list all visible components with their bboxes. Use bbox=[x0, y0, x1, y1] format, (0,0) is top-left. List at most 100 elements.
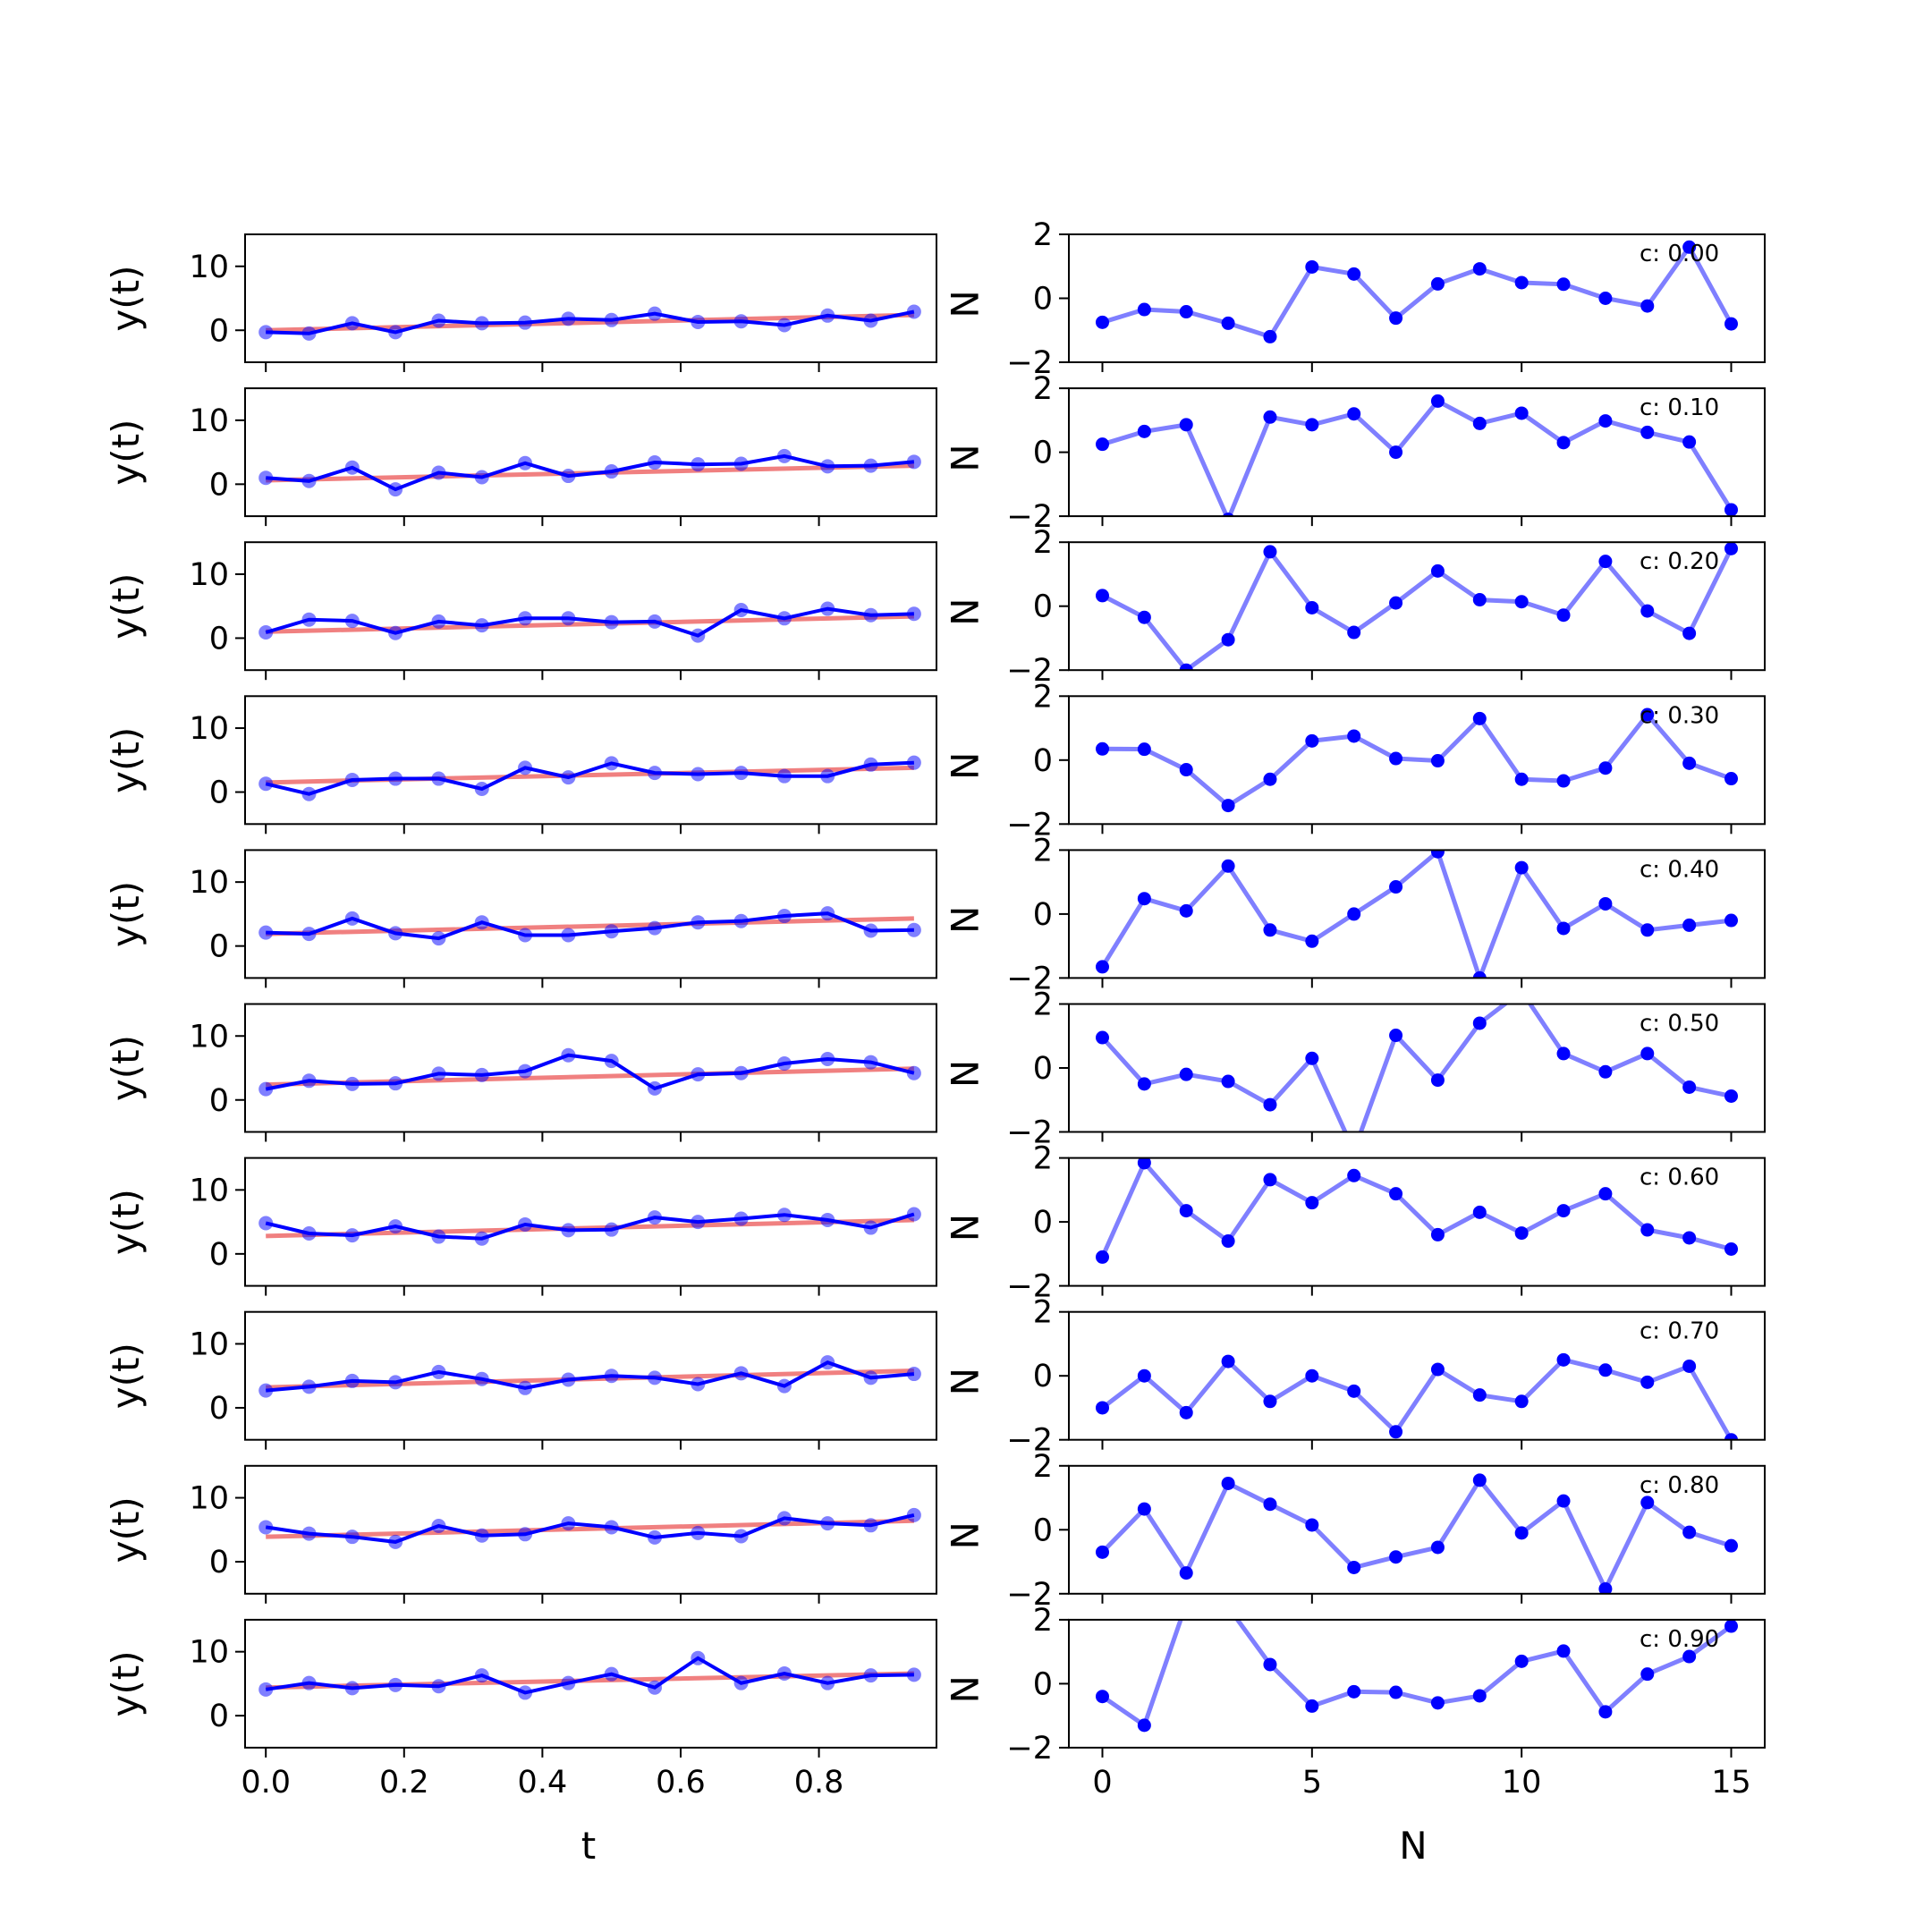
residual-point bbox=[1221, 799, 1235, 813]
residual-point bbox=[1221, 316, 1235, 330]
left-panel-9: 0 10 0.0 0.2 0.4 0.6 0.8 y(t) N bbox=[104, 1618, 986, 1801]
panel-annotation: c: 0.30 bbox=[1640, 702, 1719, 729]
left-panel-3: 0 10 y(t) N bbox=[104, 695, 986, 835]
residual-point bbox=[1556, 1644, 1571, 1658]
residual-point bbox=[1222, 1600, 1235, 1614]
residual-point bbox=[1430, 276, 1445, 291]
right-frame bbox=[1068, 233, 1766, 363]
data-point bbox=[258, 470, 274, 486]
residual-point bbox=[1179, 418, 1193, 432]
panel-annotation: c: 0.20 bbox=[1640, 548, 1719, 575]
residual-point bbox=[1430, 1227, 1445, 1241]
residual-point bbox=[1137, 1157, 1151, 1170]
residual-point bbox=[1389, 1685, 1403, 1699]
right-ytick-label: 0 bbox=[1033, 1666, 1053, 1702]
data-line bbox=[265, 1053, 915, 1091]
fit-line bbox=[266, 1518, 914, 1539]
right-ytick-label: 2 bbox=[1033, 217, 1053, 253]
residual-point bbox=[1682, 1359, 1697, 1373]
left-ylabel: y(t) bbox=[104, 1496, 148, 1563]
residual-point bbox=[1598, 414, 1613, 428]
left-ylabel: y(t) bbox=[104, 1343, 148, 1409]
residual-point bbox=[1472, 416, 1487, 430]
residual-point bbox=[1179, 763, 1193, 777]
residual-series bbox=[1095, 240, 1739, 343]
right-xtick-label: 5 bbox=[1302, 1765, 1322, 1801]
residual-point bbox=[1179, 1405, 1193, 1419]
residual-point bbox=[1263, 1097, 1277, 1112]
residual-point bbox=[1263, 1657, 1277, 1672]
residual-point bbox=[1263, 329, 1277, 343]
residual-point bbox=[1430, 754, 1445, 768]
left-ytick-label: 10 bbox=[189, 1019, 229, 1055]
residual-point bbox=[1640, 1496, 1655, 1510]
residual-point bbox=[1095, 1250, 1109, 1264]
residual-point bbox=[1389, 445, 1403, 460]
residual-point bbox=[1305, 1051, 1319, 1065]
residual-point bbox=[1263, 1173, 1277, 1187]
right-frame bbox=[1068, 1310, 1766, 1441]
data-point bbox=[258, 325, 274, 340]
right-xtick-label: 15 bbox=[1711, 1765, 1751, 1801]
side-label: N bbox=[942, 1675, 986, 1703]
residual-point bbox=[1263, 1497, 1277, 1512]
right-ytick-label: −2 bbox=[1006, 653, 1053, 689]
left-panel-5: 0 10 y(t) N bbox=[104, 1003, 986, 1142]
residual-point bbox=[1137, 302, 1151, 317]
residual-series bbox=[1095, 1600, 1739, 1733]
right-panel-7: −2 0 2 c: 0.70 bbox=[1006, 1295, 1766, 1459]
right-ytick-label: 2 bbox=[1033, 371, 1053, 407]
residual-point bbox=[1430, 1073, 1445, 1088]
residual-point bbox=[1179, 903, 1193, 918]
residual-line bbox=[1100, 1357, 1733, 1440]
residual-point bbox=[1347, 1384, 1361, 1398]
side-label: N bbox=[942, 1214, 986, 1241]
residual-point bbox=[1137, 1368, 1151, 1383]
data-line bbox=[265, 606, 914, 638]
right-ytick-label: 2 bbox=[1033, 1449, 1053, 1485]
left-frame bbox=[244, 1157, 937, 1287]
residual-point bbox=[1724, 1241, 1739, 1256]
residual-point bbox=[1514, 1226, 1529, 1241]
residual-point bbox=[1682, 1080, 1697, 1094]
residual-point bbox=[1179, 1067, 1193, 1081]
residual-line bbox=[1100, 850, 1732, 979]
residual-point bbox=[1095, 1690, 1109, 1704]
residual-point bbox=[1640, 708, 1655, 722]
residual-point bbox=[1221, 1234, 1235, 1249]
left-ytick-label: 0 bbox=[209, 1237, 229, 1273]
data-line bbox=[266, 453, 915, 492]
residual-point bbox=[1179, 305, 1193, 319]
right-ytick-label: −2 bbox=[1006, 499, 1053, 535]
right-frame bbox=[1068, 849, 1766, 979]
right-panel-3: −2 0 2 c: 0.30 bbox=[1006, 679, 1766, 843]
residual-point bbox=[1221, 1476, 1235, 1490]
right-xtick-label: 10 bbox=[1502, 1765, 1542, 1801]
residual-point bbox=[1556, 1494, 1571, 1508]
residual-point bbox=[1640, 604, 1655, 618]
residual-point bbox=[1640, 1046, 1655, 1061]
residual-point bbox=[1389, 596, 1403, 610]
residual-point bbox=[1305, 934, 1319, 948]
residual-point bbox=[1347, 625, 1361, 640]
residual-point bbox=[1682, 435, 1697, 449]
data-point bbox=[258, 1682, 274, 1697]
right-frame bbox=[1068, 387, 1766, 518]
residual-point bbox=[1556, 1046, 1571, 1061]
residual-point bbox=[1305, 1518, 1319, 1532]
right-frame bbox=[1068, 695, 1766, 826]
residual-point bbox=[1430, 1362, 1445, 1377]
right-frame bbox=[1068, 1618, 1766, 1749]
left-ytick-label: 0 bbox=[209, 1083, 229, 1119]
residual-point bbox=[1095, 741, 1109, 756]
left-ytick-label: 10 bbox=[189, 1326, 229, 1362]
residual-point bbox=[1095, 589, 1109, 603]
side-label: N bbox=[942, 290, 986, 318]
residual-point bbox=[1137, 424, 1151, 438]
residual-point bbox=[1724, 1089, 1739, 1103]
residual-point bbox=[1556, 1204, 1571, 1218]
left-panel-2: 0 10 y(t) N bbox=[104, 541, 986, 681]
left-ytick-label: 10 bbox=[189, 1481, 229, 1517]
residual-line bbox=[1101, 398, 1733, 517]
left-ytick-label: 0 bbox=[209, 1545, 229, 1580]
